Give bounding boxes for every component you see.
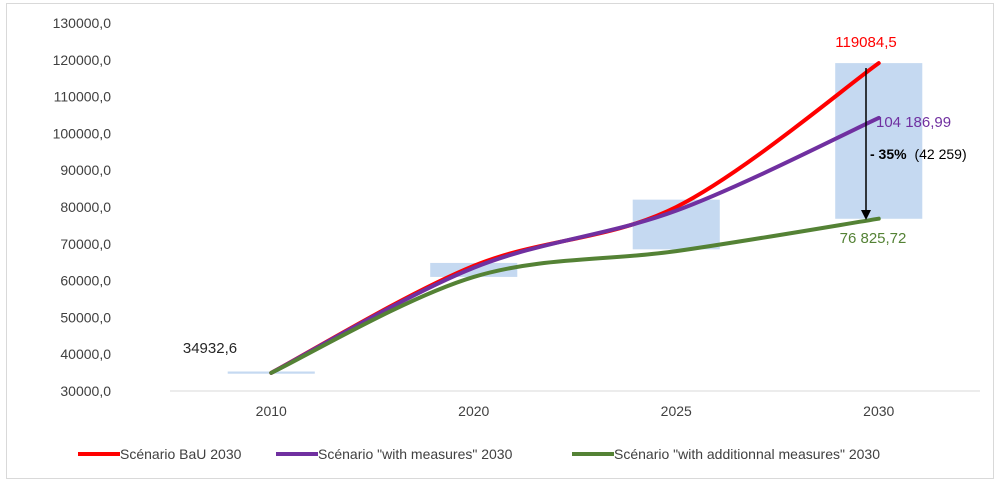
additional-measures-end-value-label: 76 825,72 bbox=[840, 230, 907, 247]
y-tick-label: 100000,0 bbox=[53, 125, 112, 141]
legend-label: Scénario "with measures" 2030 bbox=[318, 446, 513, 462]
y-tick-label: 50000,0 bbox=[60, 309, 111, 325]
y-tick-label: 40000,0 bbox=[60, 346, 111, 362]
reduction-annotation: - 35% (42 259) bbox=[870, 146, 967, 162]
y-tick-label: 120000,0 bbox=[53, 52, 112, 68]
y-tick-label: 60000,0 bbox=[60, 273, 111, 289]
x-tick-label: 2030 bbox=[863, 403, 894, 419]
y-tick-label: 130000,0 bbox=[53, 15, 112, 31]
start-value-label: 34932,6 bbox=[183, 340, 237, 357]
y-tick-label: 30000,0 bbox=[60, 383, 111, 399]
with-measures-end-value-label: 104 186,99 bbox=[876, 114, 951, 131]
legend-label: Scénario BaU 2030 bbox=[120, 446, 242, 462]
range-bar bbox=[835, 63, 923, 219]
series-line bbox=[269, 115, 881, 375]
reduction-percent: - 35% bbox=[870, 146, 907, 162]
y-tick-label: 90000,0 bbox=[60, 162, 111, 178]
y-tick-label: 110000,0 bbox=[54, 89, 112, 105]
y-tick-label: 70000,0 bbox=[60, 236, 111, 252]
bau-end-value-label: 119084,5 bbox=[835, 34, 896, 51]
reduction-absolute: (42 259) bbox=[914, 146, 966, 162]
x-tick-label: 2025 bbox=[661, 403, 692, 419]
x-tick-label: 2010 bbox=[256, 403, 287, 419]
y-tick-label: 80000,0 bbox=[60, 199, 111, 215]
chart-frame bbox=[6, 3, 994, 479]
x-tick-label: 2020 bbox=[458, 403, 489, 419]
legend-label: Scénario "with additionnal measures" 203… bbox=[614, 446, 880, 462]
series-line bbox=[269, 216, 881, 375]
